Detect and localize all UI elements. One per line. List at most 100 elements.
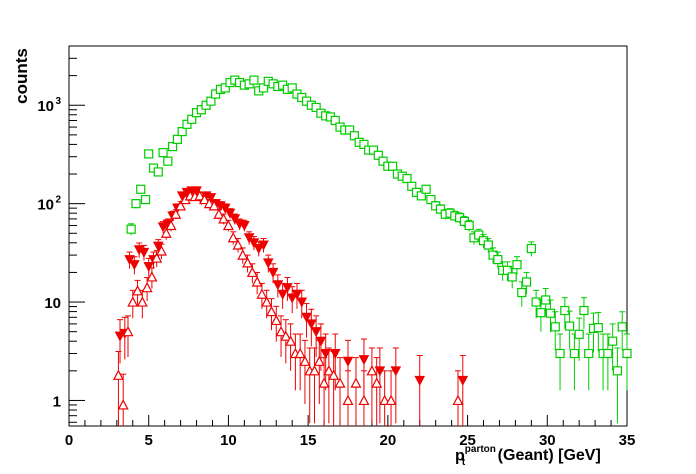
data-point xyxy=(407,181,417,191)
data-point xyxy=(296,297,308,308)
x-tick-label: 30 xyxy=(539,432,556,449)
data-point xyxy=(155,245,167,256)
x-tick-label: 15 xyxy=(300,432,317,449)
data-point xyxy=(483,240,493,250)
data-point xyxy=(569,348,579,359)
data-point xyxy=(379,394,391,406)
data-point xyxy=(211,89,221,99)
data-point xyxy=(232,239,244,250)
data-point xyxy=(160,227,172,238)
data-point xyxy=(378,156,388,166)
data-point xyxy=(320,349,332,360)
data-point xyxy=(521,277,532,287)
data-point xyxy=(258,83,269,93)
data-point xyxy=(457,375,469,386)
y-tick-label: 10 xyxy=(37,197,54,214)
data-point xyxy=(146,271,158,282)
data-point xyxy=(270,314,282,326)
data-point xyxy=(282,283,293,294)
data-point xyxy=(191,186,202,197)
data-point xyxy=(131,199,141,209)
data-point xyxy=(286,293,298,304)
data-point xyxy=(388,161,398,171)
data-point xyxy=(287,83,297,93)
data-point xyxy=(144,149,154,159)
data-point xyxy=(163,156,173,166)
data-point xyxy=(593,322,603,333)
data-point xyxy=(493,255,503,265)
data-point xyxy=(622,348,632,359)
data-point xyxy=(242,257,254,268)
x-tick-label: 0 xyxy=(65,432,73,449)
data-point xyxy=(315,336,327,347)
x-axis-label: ppartont (Geant) [GeV] xyxy=(455,444,601,468)
data-point xyxy=(265,305,277,317)
y-tick-label: 10 xyxy=(44,295,61,312)
data-point xyxy=(280,330,292,341)
data-point xyxy=(329,349,341,360)
data-point xyxy=(258,240,269,251)
x-tick-label: 5 xyxy=(145,432,153,449)
y-tick-exponent: 2 xyxy=(55,195,61,206)
x-tick-label: 35 xyxy=(619,432,636,449)
data-point xyxy=(531,297,541,307)
data-point xyxy=(612,366,623,376)
data-point xyxy=(294,347,306,359)
data-point xyxy=(402,173,412,184)
data-point xyxy=(117,399,129,410)
data-point xyxy=(277,289,288,300)
data-point xyxy=(560,305,570,316)
data-point xyxy=(344,125,355,135)
data-point xyxy=(122,325,134,337)
data-point xyxy=(358,355,370,366)
data-point xyxy=(251,276,263,287)
data-point xyxy=(426,194,436,205)
data-point xyxy=(550,322,560,332)
data-point xyxy=(603,348,613,359)
data-point xyxy=(435,204,446,214)
data-point xyxy=(141,281,153,293)
data-point xyxy=(536,308,546,318)
data-point xyxy=(574,329,584,339)
data-point xyxy=(126,224,136,234)
data-point xyxy=(421,184,431,194)
data-point xyxy=(124,255,135,266)
series-2 xyxy=(112,190,464,426)
y-tick-exponent: 3 xyxy=(55,96,61,107)
data-point xyxy=(358,394,370,406)
data-point xyxy=(153,167,163,177)
data-point xyxy=(140,194,151,205)
data-point xyxy=(262,258,274,269)
y-axis-label: counts xyxy=(11,48,31,104)
data-point xyxy=(129,260,140,271)
data-point xyxy=(368,145,379,155)
data-point xyxy=(249,75,259,85)
data-point xyxy=(330,115,340,126)
data-point xyxy=(158,148,168,158)
data-point xyxy=(168,141,178,152)
x-tick-label: 20 xyxy=(380,432,397,449)
data-point xyxy=(267,267,279,278)
data-point xyxy=(502,265,513,275)
data-point xyxy=(311,102,321,113)
data-point xyxy=(206,96,216,106)
data-point xyxy=(545,308,556,318)
data-point xyxy=(239,220,250,232)
data-point xyxy=(342,356,354,367)
data-point xyxy=(328,369,340,380)
data-point xyxy=(555,348,565,359)
y-tick-label: 1 xyxy=(53,393,61,410)
data-point xyxy=(272,280,284,291)
data-point xyxy=(306,319,317,330)
data-point xyxy=(299,355,311,366)
data-point xyxy=(507,272,517,282)
data-point xyxy=(136,296,148,307)
data-point xyxy=(224,208,236,219)
data-point xyxy=(301,312,312,323)
data-point xyxy=(136,184,146,194)
data-point xyxy=(138,247,150,258)
data-point xyxy=(175,200,187,211)
x-tick-label: 25 xyxy=(459,432,476,449)
